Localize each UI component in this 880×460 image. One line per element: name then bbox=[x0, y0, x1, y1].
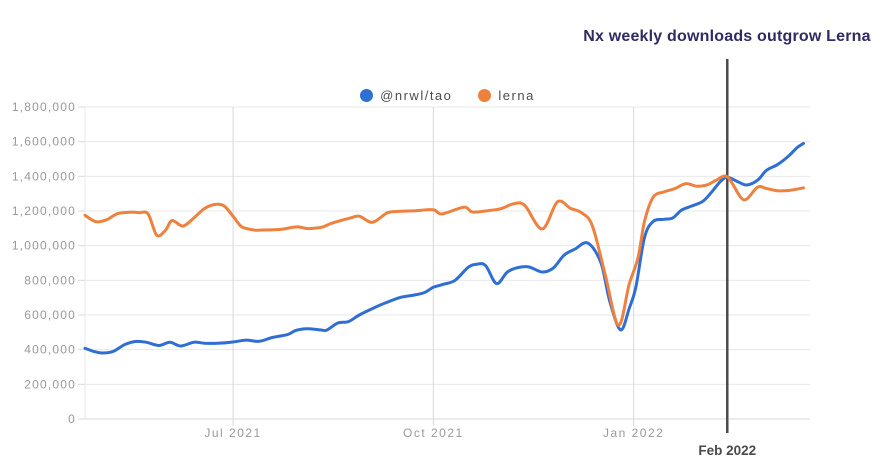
legend-label-nrwl-tao: @nrwl/tao bbox=[380, 87, 453, 103]
y-tick-label: 1,000,000 bbox=[12, 239, 76, 253]
x-tick-label: Jul 2021 bbox=[204, 426, 261, 440]
legend-item-nrwl-tao[interactable]: @nrwl/tao bbox=[360, 88, 452, 103]
y-tick-label: 1,400,000 bbox=[12, 169, 76, 183]
y-tick-label: 200,000 bbox=[24, 377, 76, 391]
y-tick-label: 1,800,000 bbox=[12, 100, 76, 114]
legend: @nrwl/tao lerna bbox=[85, 86, 810, 104]
y-tick-label: 0 bbox=[68, 412, 76, 426]
series-dot-nrwl-tao-icon bbox=[360, 88, 374, 102]
x-tick-label: Oct 2021 bbox=[403, 426, 464, 440]
y-tick-label: 400,000 bbox=[24, 343, 76, 357]
x-tick-label: Jan 2022 bbox=[603, 426, 664, 440]
series-dot-lerna-icon bbox=[478, 88, 492, 102]
legend-label-lerna: lerna bbox=[498, 87, 535, 103]
y-tick-label: 800,000 bbox=[24, 273, 76, 287]
y-tick-label: 1,600,000 bbox=[12, 135, 76, 149]
y-tick-label: 1,200,000 bbox=[12, 204, 76, 218]
series-line-nrwl-tao[interactable] bbox=[83, 141, 805, 355]
legend-item-lerna[interactable]: lerna bbox=[478, 88, 534, 103]
chart-title: Nx weekly downloads outgrow Lerna bbox=[583, 28, 871, 45]
y-tick-label: 600,000 bbox=[24, 308, 76, 322]
annotation-label: Feb 2022 bbox=[698, 443, 756, 458]
series-line-lerna[interactable] bbox=[83, 174, 805, 327]
